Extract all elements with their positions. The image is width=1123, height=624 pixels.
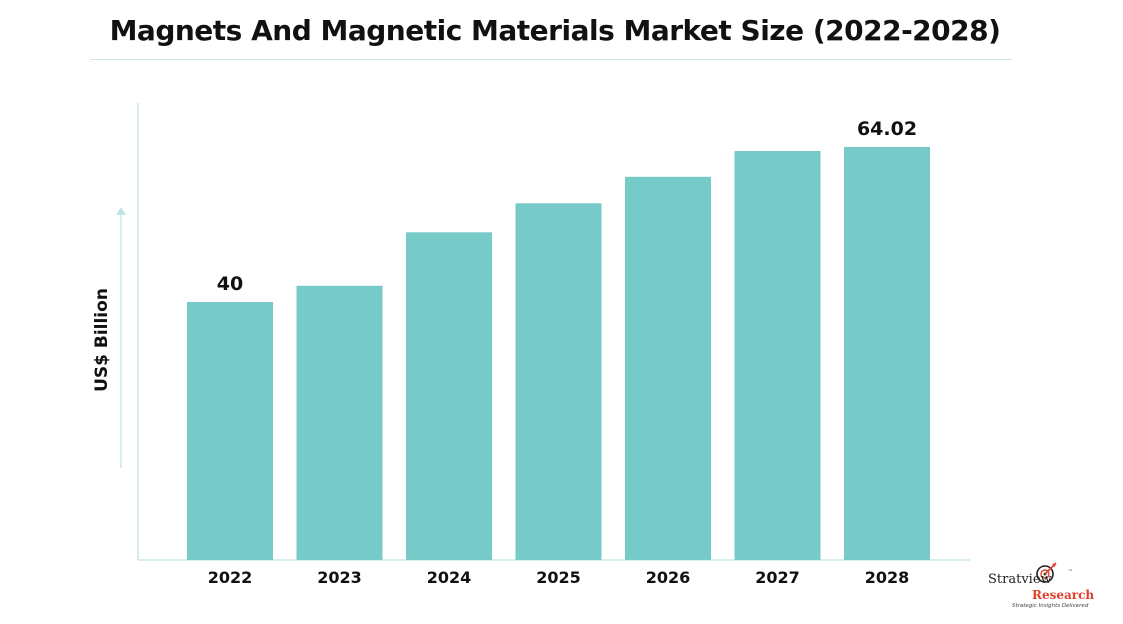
bar-2023 (296, 285, 383, 560)
x-tick-label-2028: 2028 (865, 568, 910, 587)
bar-2026 (625, 176, 711, 561)
stratview-logo: Stratview ™ Research Strategic Insights … (984, 560, 1094, 612)
data-label-2028: 64.02 (857, 118, 917, 140)
chart-title: Magnets And Magnetic Materials Market Si… (109, 14, 1001, 47)
logo-name-part1: Stratview (988, 572, 1052, 587)
x-tick-label-2027: 2027 (755, 568, 800, 587)
target-logo-icon (1036, 562, 1057, 583)
bar-2022 (187, 302, 273, 560)
x-tick-label-2023: 2023 (317, 568, 362, 587)
bar-2024 (406, 232, 492, 561)
data-label-2022: 40 (217, 273, 243, 295)
bar-2028 (844, 147, 930, 560)
x-tick-label-2025: 2025 (536, 568, 581, 587)
bar-2027 (734, 151, 821, 560)
x-tick-label-2024: 2024 (427, 568, 472, 587)
x-tick-label-2026: 2026 (646, 568, 691, 587)
x-tick-label-2022: 2022 (208, 568, 253, 587)
bar-2025 (515, 203, 602, 561)
logo-tagline: Strategic Insights Delivered (1012, 603, 1089, 609)
title-divider (90, 59, 1012, 60)
logo-name-part2: Research (1032, 588, 1095, 602)
y-axis-arrow-head (116, 207, 126, 215)
logo-trademark: ™ (1068, 569, 1073, 575)
